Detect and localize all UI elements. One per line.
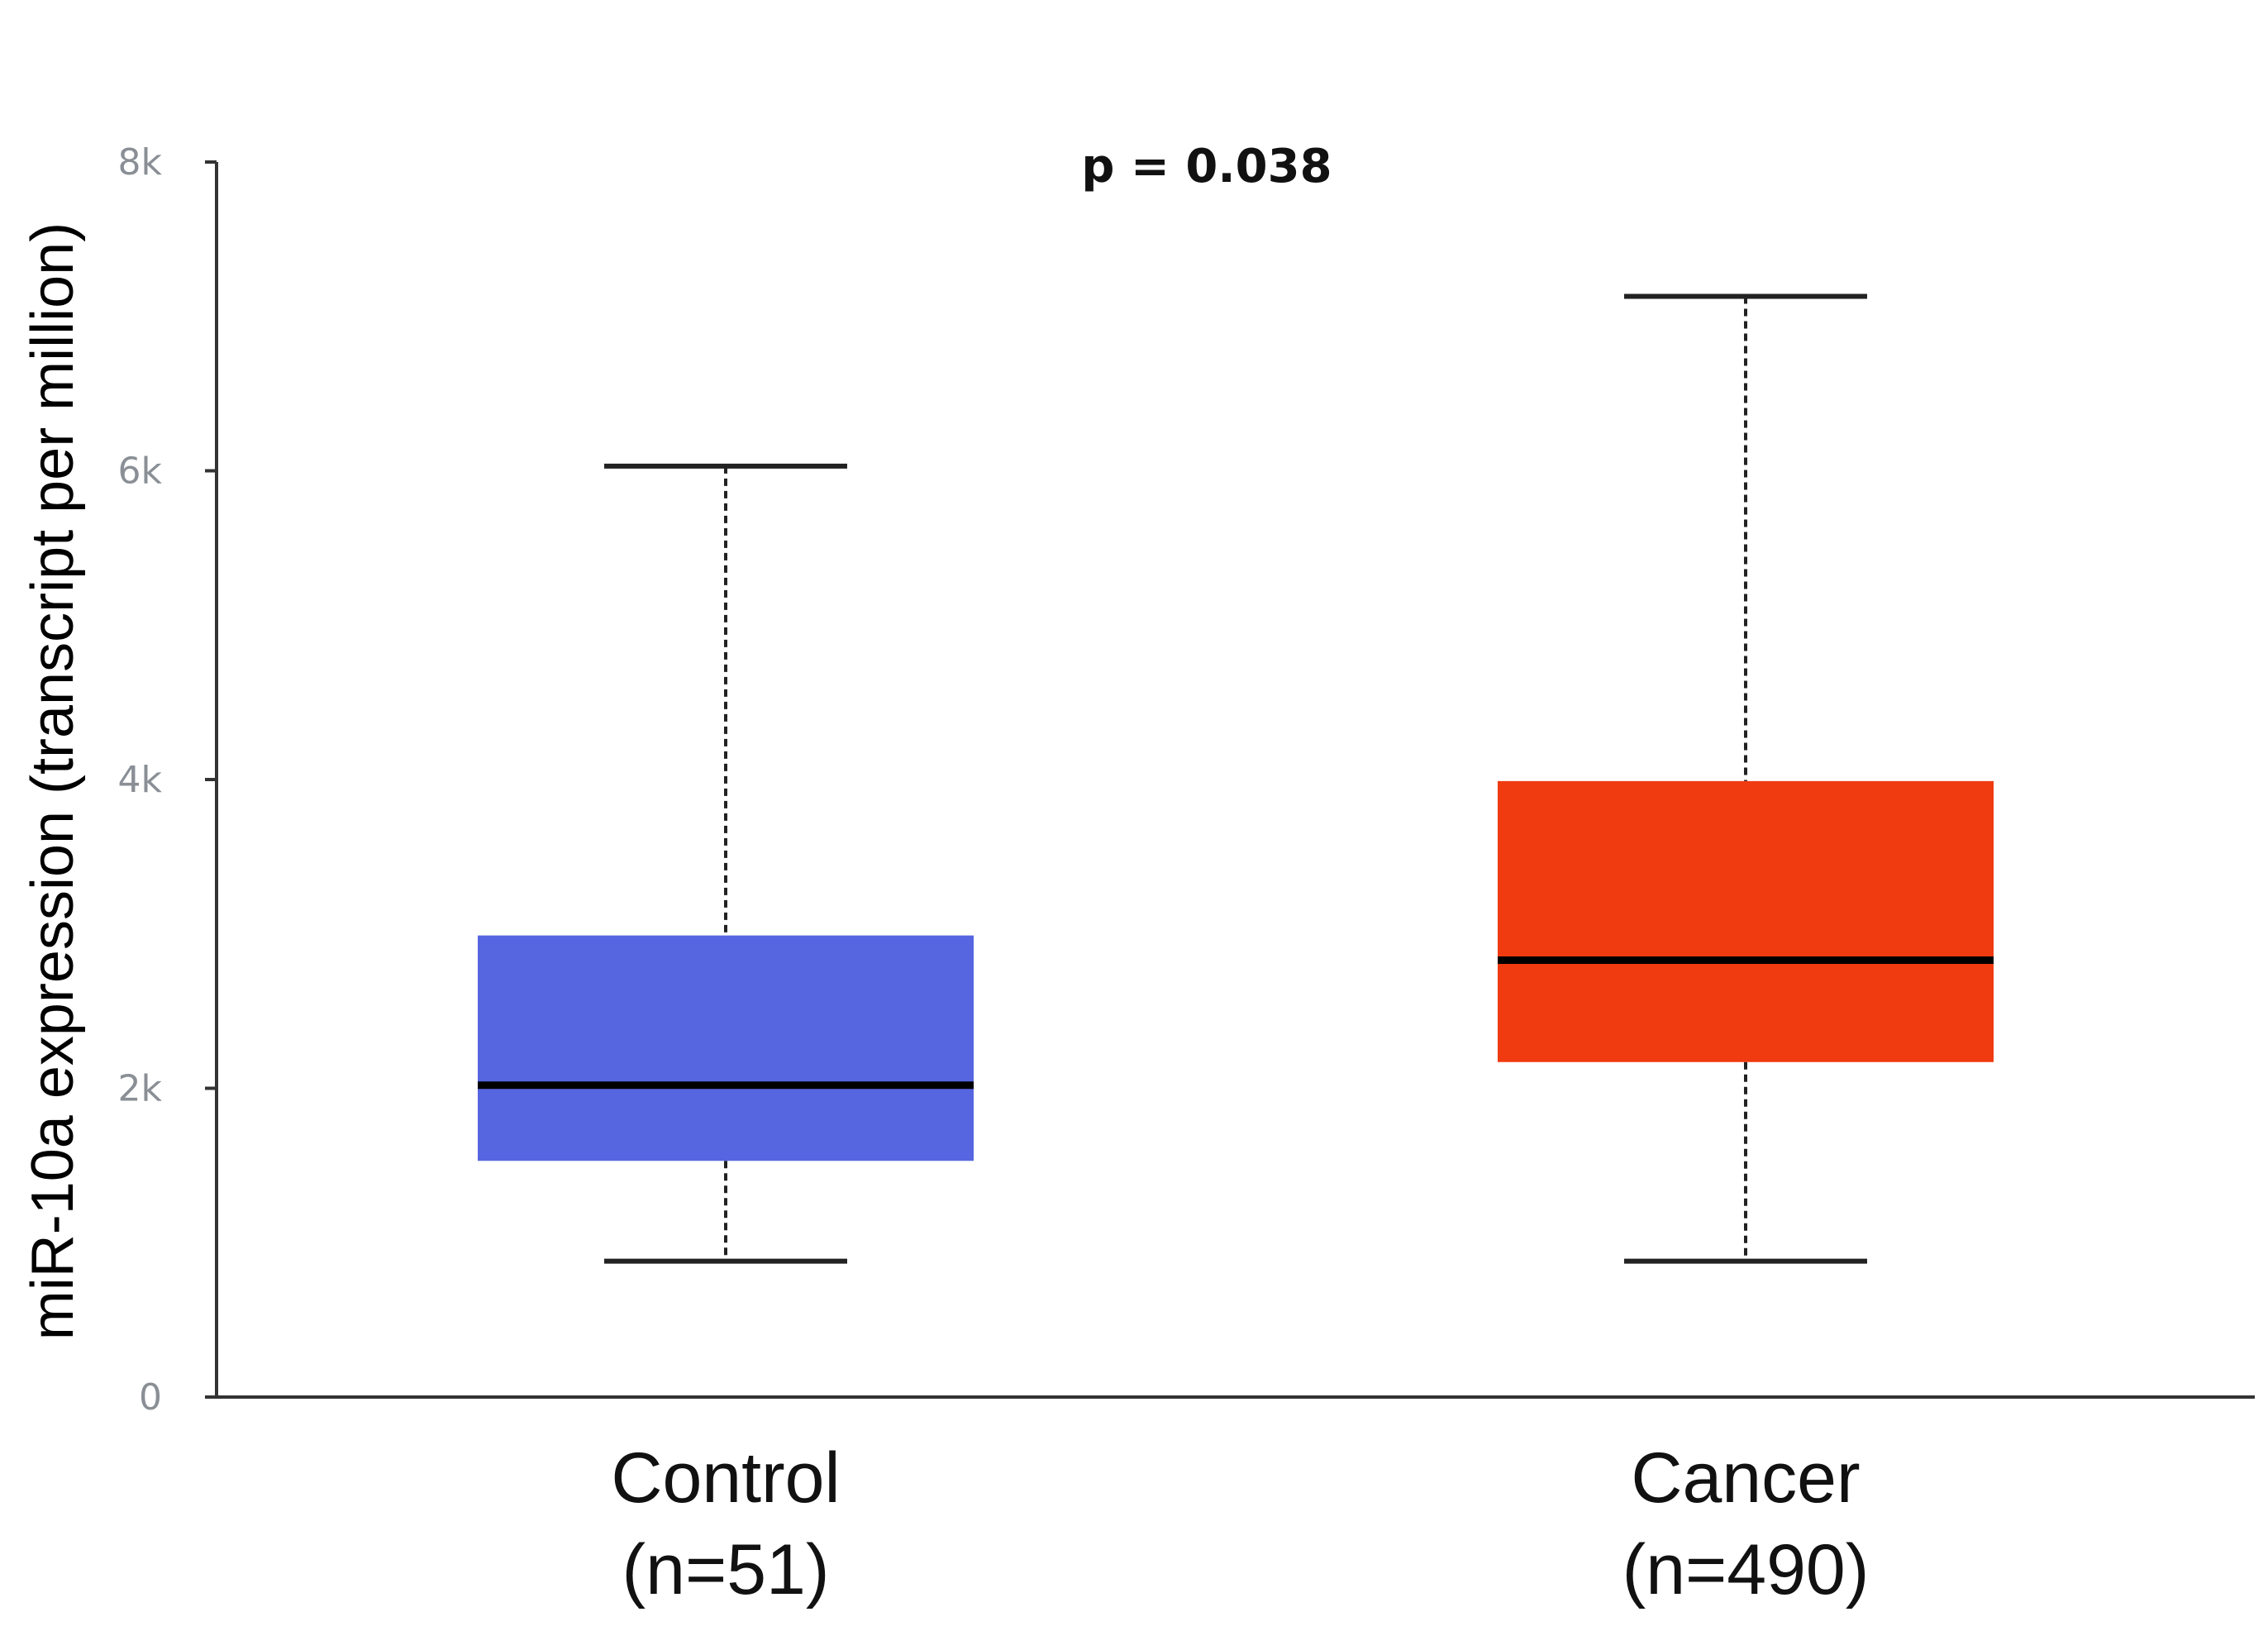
iqr-box — [478, 935, 974, 1161]
y-tick-label: 6k — [118, 451, 163, 493]
y-tick-label: 2k — [118, 1068, 163, 1110]
x-category-label: Cancer — [1631, 1438, 1860, 1518]
x-category-n-label: (n=490) — [1622, 1530, 1870, 1610]
y-tick-label: 8k — [118, 141, 163, 184]
y-axis-label: miR-10a expression (transcript per milli… — [20, 222, 86, 1340]
x-category-n-label: (n=51) — [622, 1530, 830, 1610]
x-category-label: Control — [611, 1438, 840, 1518]
y-tick-label: 4k — [118, 759, 163, 801]
boxes-layer — [478, 293, 1994, 1264]
y-ticks-layer: 0 2k 4k 6k 8k — [118, 141, 217, 1419]
p-value-annotation: p = 0.038 — [1081, 140, 1332, 193]
box-group-control — [478, 463, 974, 1264]
y-tick-label: 0 — [139, 1376, 162, 1419]
x-category-labels: Control (n=51) Cancer (n=490) — [611, 1438, 1869, 1610]
box-group-cancer — [1498, 293, 1994, 1264]
iqr-box — [1498, 780, 1994, 1062]
